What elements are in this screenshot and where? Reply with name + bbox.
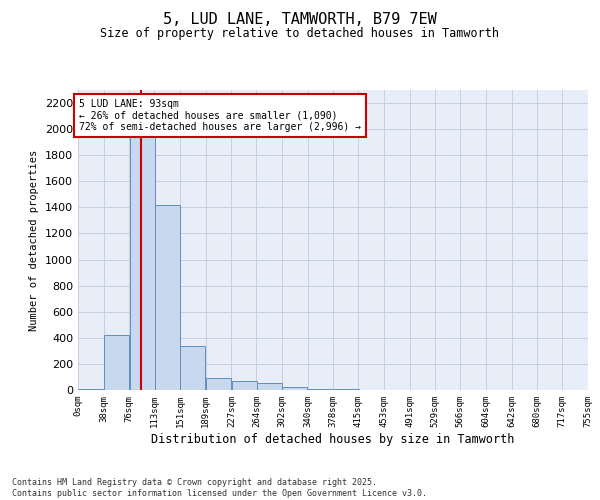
Y-axis label: Number of detached properties: Number of detached properties (29, 150, 40, 330)
Bar (283, 386, 307, 390)
Bar (181, 346, 205, 390)
Text: 5, LUD LANE, TAMWORTH, B79 7EW: 5, LUD LANE, TAMWORTH, B79 7EW (163, 12, 437, 28)
Bar (257, 384, 281, 390)
Text: 5 LUD LANE: 93sqm
← 26% of detached houses are smaller (1,090)
72% of semi-detac: 5 LUD LANE: 93sqm ← 26% of detached hous… (79, 99, 361, 132)
Bar (130, 110, 155, 390)
Bar (308, 388, 333, 390)
Bar (206, 378, 231, 390)
X-axis label: Distribution of detached houses by size in Tamworth: Distribution of detached houses by size … (151, 432, 515, 446)
Bar (104, 335, 129, 390)
Text: Contains HM Land Registry data © Crown copyright and database right 2025.
Contai: Contains HM Land Registry data © Crown c… (12, 478, 427, 498)
Text: Size of property relative to detached houses in Tamworth: Size of property relative to detached ho… (101, 28, 499, 40)
Bar (79, 388, 103, 390)
Bar (155, 205, 179, 390)
Bar (232, 381, 257, 390)
